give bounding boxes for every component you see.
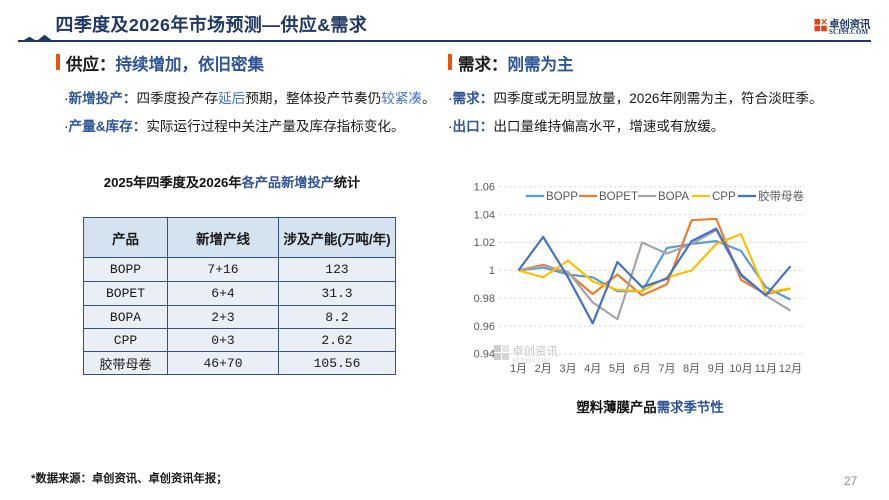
svg-text:卓创资讯: 卓创资讯: [829, 18, 871, 31]
svg-text:4月: 4月: [584, 363, 601, 375]
svg-text:0.94: 0.94: [474, 349, 495, 361]
svg-text:1: 1: [489, 265, 495, 277]
svg-text:8月: 8月: [683, 363, 700, 375]
svg-text:0.96: 0.96: [474, 321, 495, 333]
svg-text:7月: 7月: [658, 363, 675, 375]
svg-text:6月: 6月: [634, 363, 651, 375]
svg-text:CPP: CPP: [712, 191, 736, 203]
svg-text:5月: 5月: [609, 363, 626, 375]
svg-text:0.98: 0.98: [474, 293, 495, 305]
svg-text:1.06: 1.06: [474, 182, 495, 194]
svg-text:BOPP: BOPP: [546, 191, 578, 203]
svg-text:BOPET: BOPET: [599, 191, 638, 203]
svg-text:3月: 3月: [559, 363, 576, 375]
svg-text:11月: 11月: [755, 363, 777, 375]
svg-text:卓创资讯: 卓创资讯: [512, 345, 558, 358]
svg-text:胶带母卷: 胶带母卷: [758, 189, 804, 203]
svg-text:SCI99.COM: SCI99.COM: [512, 356, 550, 365]
svg-text:SCI99.COM: SCI99.COM: [829, 28, 869, 36]
svg-text:9月: 9月: [708, 363, 725, 375]
svg-text:2月: 2月: [535, 363, 552, 375]
svg-text:1.04: 1.04: [474, 209, 495, 221]
svg-text:12月: 12月: [779, 363, 802, 375]
svg-text:10月: 10月: [729, 363, 752, 375]
svg-text:BOPA: BOPA: [658, 191, 689, 203]
svg-text:1月: 1月: [510, 363, 527, 375]
svg-text:1.02: 1.02: [474, 237, 495, 249]
